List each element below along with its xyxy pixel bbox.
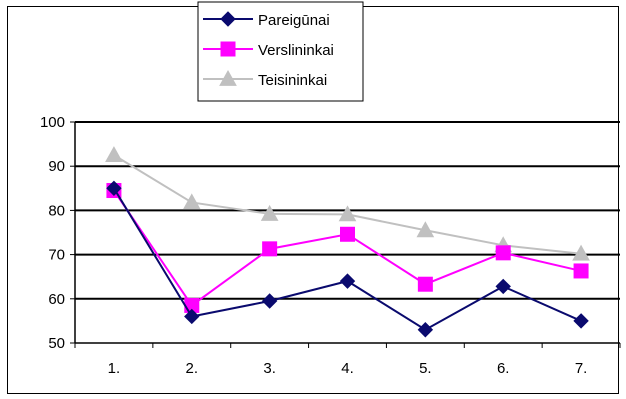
y-tick-label: 80 — [48, 202, 65, 219]
data-point — [106, 180, 122, 197]
data-point — [261, 293, 278, 309]
legend-label: Verslininkai — [258, 42, 334, 59]
data-point — [573, 263, 589, 279]
data-point — [338, 205, 357, 222]
data-point — [416, 221, 435, 238]
series-2 — [105, 146, 590, 261]
data-point — [572, 244, 590, 261]
data-point — [573, 313, 589, 329]
data-point — [495, 278, 511, 295]
data-point — [182, 193, 201, 210]
y-tick-label: 90 — [48, 158, 65, 175]
legend-label: Teisininkai — [258, 72, 327, 89]
legend-marker — [220, 41, 236, 57]
x-tick-label: 2. — [186, 360, 199, 377]
data-point — [184, 308, 200, 325]
series — [105, 146, 590, 338]
y-tick-label: 70 — [48, 247, 65, 264]
legend-item: Pareigūnai — [203, 11, 330, 29]
x-tick-labels: 1. 2. 3. 4. 5. 6. 7. — [108, 360, 588, 377]
legend-marker — [219, 69, 237, 86]
legend-label: Pareigūnai — [258, 12, 330, 29]
x-tick-label: 4. — [341, 360, 354, 377]
y-tick-label: 60 — [48, 291, 65, 308]
x-tick-label: 6. — [497, 360, 510, 377]
data-point — [339, 273, 356, 289]
x-tick-label: 5. — [419, 360, 432, 377]
data-point — [260, 204, 279, 221]
data-point — [495, 245, 511, 261]
x-tick-label: 1. — [108, 360, 121, 377]
y-tick-label: 50 — [48, 335, 65, 352]
data-point — [417, 276, 433, 292]
legend-item: Verslininkai — [203, 41, 334, 59]
y-tick-label: 100 — [40, 114, 65, 131]
series-1 — [106, 183, 589, 313]
data-point — [262, 241, 278, 257]
data-point — [105, 146, 123, 163]
x-tick-label: 7. — [575, 360, 588, 377]
data-point — [417, 322, 434, 338]
y-tick-labels: 50 60 70 80 90 100 — [40, 114, 65, 352]
axes — [70, 121, 621, 348]
legend-marker — [220, 11, 236, 27]
x-tick-label: 3. — [263, 360, 276, 377]
series-0 — [106, 180, 589, 338]
legend-item: Teisininkai — [203, 69, 327, 89]
legend: Pareigūnai Verslininkai Teisininkai — [197, 1, 364, 102]
data-point — [340, 226, 355, 242]
